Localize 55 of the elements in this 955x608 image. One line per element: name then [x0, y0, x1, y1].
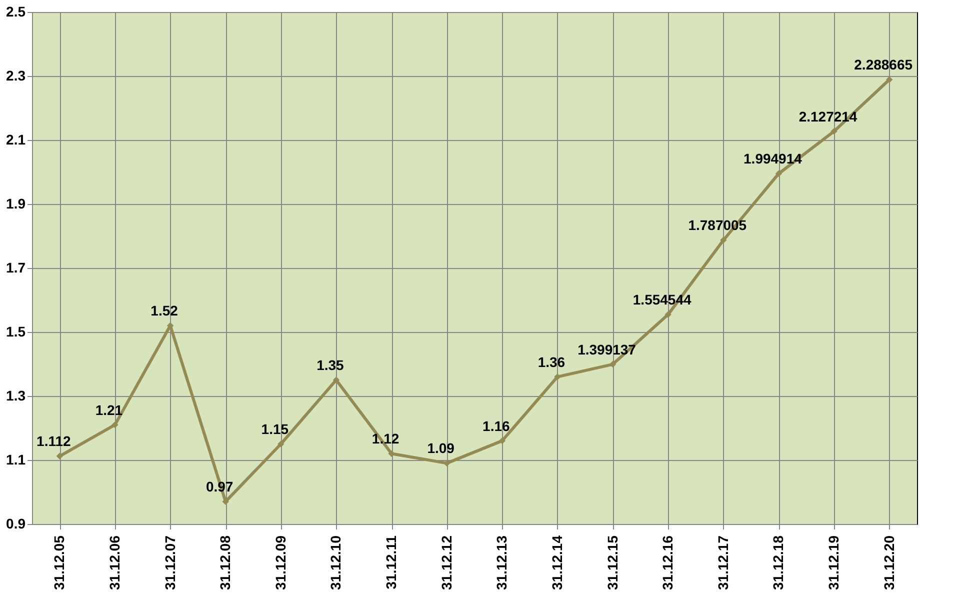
- x-tick-label: 31.12.07: [162, 535, 178, 590]
- x-tick-label: 31.12.20: [880, 535, 897, 590]
- x-tick-label: 31.12.11: [383, 535, 400, 590]
- data-label: 1.554544: [632, 292, 692, 308]
- data-label: 1.52: [150, 302, 178, 319]
- data-label: 1.12: [372, 430, 400, 447]
- data-label: 1.112: [36, 433, 71, 450]
- y-tick-label: 2.3: [6, 68, 26, 84]
- y-tick-label: 1.9: [6, 196, 26, 212]
- point: [112, 421, 118, 428]
- y-tick-label: 2.1: [6, 132, 26, 148]
- y-tick-label: 2.5: [6, 4, 26, 20]
- y-tick-label: 0.9: [6, 516, 26, 532]
- data-label: 1.35: [316, 357, 344, 373]
- data-label: 1.787005: [688, 217, 747, 234]
- point: [554, 373, 561, 380]
- y-tick-label: 1.1: [6, 452, 26, 468]
- data-label: 1.16: [482, 418, 510, 434]
- point: [830, 128, 838, 135]
- y-tick-label: 1.7: [6, 260, 26, 276]
- point: [498, 437, 506, 444]
- data-label: 2.288665: [854, 56, 913, 73]
- x-tick-label: 31.12.17: [714, 535, 731, 590]
- point: [332, 376, 340, 384]
- point: [278, 440, 284, 448]
- x-tick-label: 31.12.05: [51, 535, 68, 590]
- point: [775, 170, 782, 177]
- data-label: 0.97: [206, 478, 234, 495]
- data-label: 1.15: [261, 421, 289, 437]
- point: [664, 311, 672, 318]
- point: [443, 460, 450, 467]
- x-tick-label: 31.12.19: [826, 535, 842, 590]
- point: [886, 76, 893, 83]
- point: [609, 360, 616, 368]
- x-tick-label: 31.12.14: [548, 535, 565, 590]
- data-label: 1.21: [95, 402, 123, 418]
- data-label: 1.399137: [578, 341, 636, 358]
- x-tick-label: 31.12.18: [770, 535, 786, 590]
- x-tick-label: 31.12.13: [494, 535, 510, 590]
- y-tick-label: 1.5: [6, 324, 26, 340]
- data-label: 2.127214: [798, 108, 858, 124]
- point: [388, 450, 395, 457]
- x-tick-label: 31.12.12: [438, 535, 454, 590]
- data-label: 1.09: [427, 440, 455, 456]
- data-label: 1.994914: [744, 150, 802, 167]
- x-tick-label: 31.12.10: [328, 535, 344, 590]
- x-tick-label: 31.12.08: [217, 535, 234, 590]
- x-tick-label: 31.12.16: [660, 535, 676, 590]
- x-tick-label: 31.12.09: [272, 535, 288, 590]
- x-tick-label: 31.12.06: [106, 535, 122, 590]
- point: [720, 236, 727, 244]
- point: [56, 452, 64, 460]
- data-label: 1.36: [538, 354, 566, 370]
- x-tick-label: 31.12.15: [604, 535, 620, 590]
- y-tick-label: 1.3: [6, 388, 26, 404]
